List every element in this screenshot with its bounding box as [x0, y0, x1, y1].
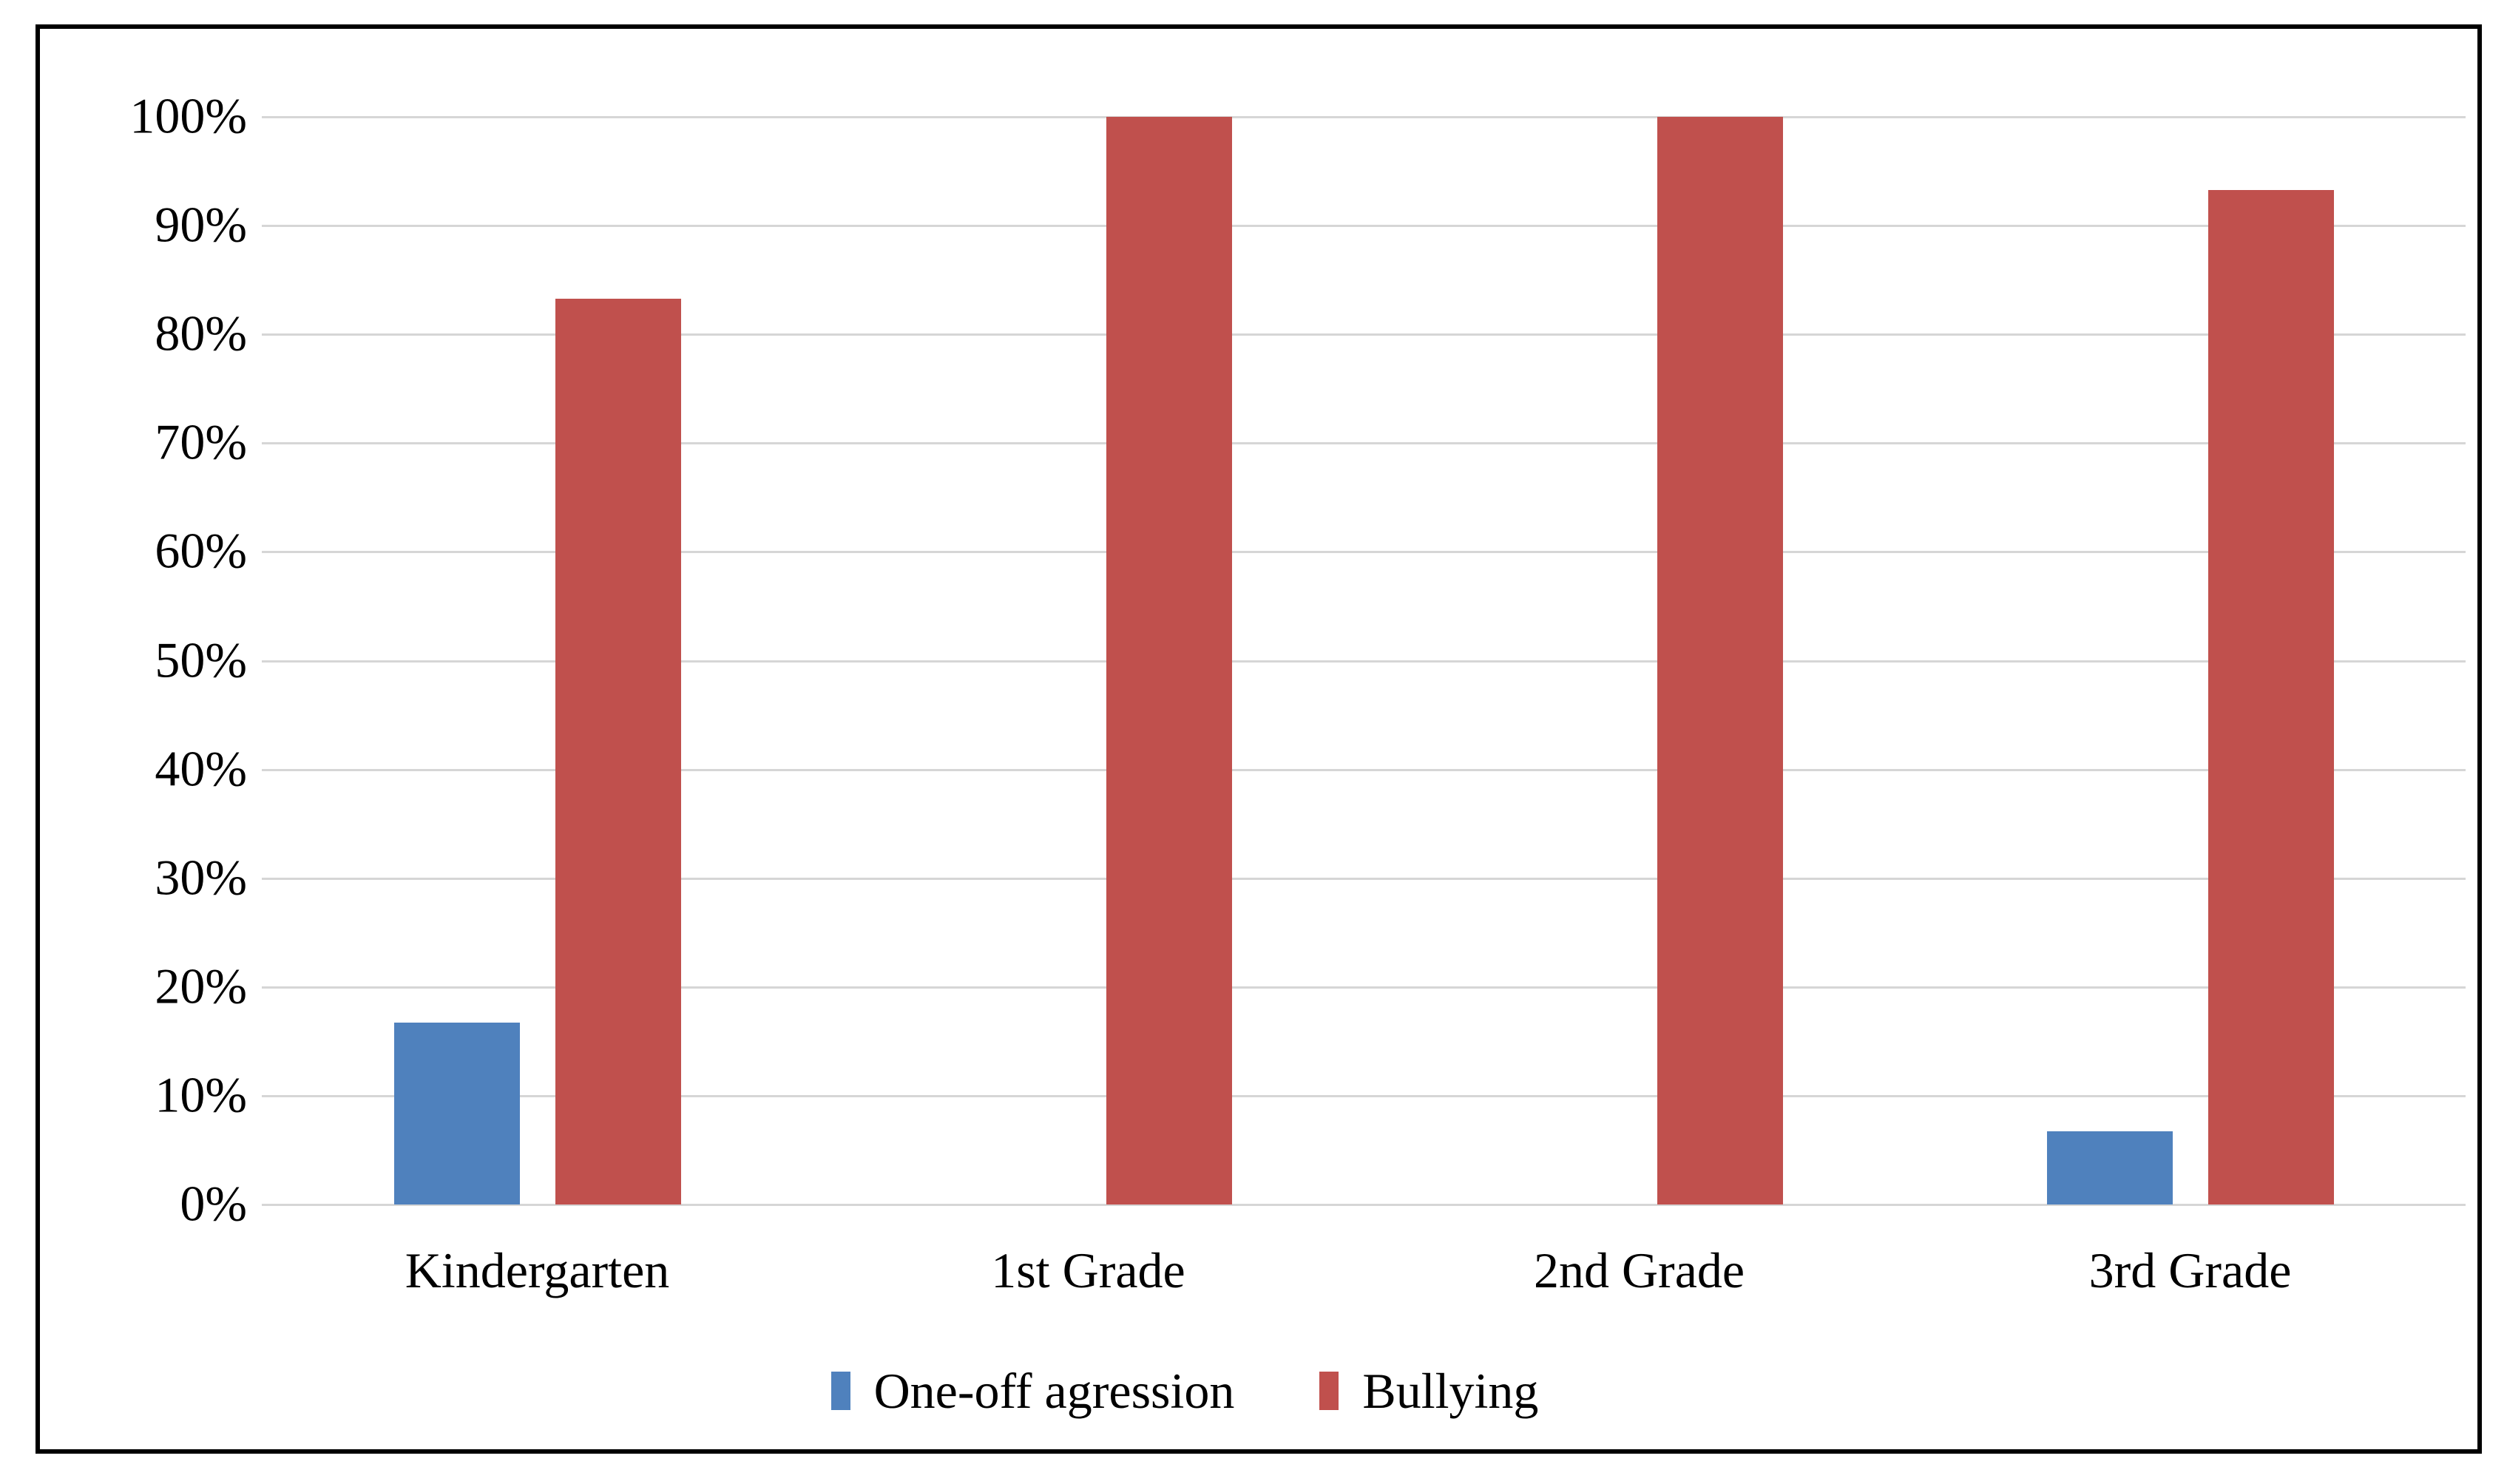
legend-entry-bullying: Bullying — [1319, 1366, 1538, 1416]
gridline — [262, 442, 2466, 445]
gridline — [262, 551, 2466, 554]
bar — [2046, 1131, 2173, 1205]
category-group — [1364, 117, 1915, 1205]
chart-frame: 100% 90% 80% 70% 60% 50% 40% 30% 20% 10% 0% Kinder… — [35, 24, 2482, 1454]
gridline — [262, 225, 2466, 228]
legend-entry-one-off-agression: One-off agression — [830, 1363, 1235, 1419]
legend-swatch-red-icon — [1319, 1372, 1339, 1410]
gridline — [262, 877, 2466, 880]
y-tick-label: 10% — [155, 1066, 247, 1123]
legend-label: One-off agression — [873, 1363, 1235, 1419]
x-axis-labels: Kindergarten 1st Grade 2nd Grade 3rd Grade — [262, 1243, 2466, 1298]
y-tick-label: 60% — [155, 523, 247, 580]
y-tick-label: 40% — [155, 740, 247, 797]
y-tick-label: 0% — [180, 1175, 247, 1232]
category-group — [813, 117, 1364, 1205]
x-axis-label: 3rd Grade — [2088, 1242, 2292, 1298]
x-axis-label: 1st Grade — [991, 1242, 1185, 1298]
x-axis-label: Kindergarten — [405, 1242, 670, 1298]
bar — [2207, 189, 2334, 1205]
gridline — [262, 333, 2466, 336]
bar-groups — [262, 117, 2466, 1205]
bar — [1657, 117, 1783, 1205]
gridline — [262, 768, 2466, 771]
gridline — [262, 986, 2466, 989]
legend-label: Bullying — [1362, 1363, 1539, 1419]
gridline — [262, 660, 2466, 663]
gridline — [262, 116, 2466, 118]
bar — [1106, 117, 1232, 1205]
y-tick-label: 90% — [155, 196, 247, 253]
gridline — [262, 1204, 2466, 1206]
legend-swatch-blue-icon — [830, 1372, 850, 1410]
x-axis-label: 2nd Grade — [1533, 1242, 1745, 1298]
gridline — [262, 1094, 2466, 1097]
y-axis: 100% 90% 80% 70% 60% 50% 40% 30% 20% 10% 0% — [92, 91, 247, 1229]
y-tick-label: 70% — [155, 413, 247, 470]
bar — [393, 1023, 520, 1205]
y-tick-label: 50% — [155, 631, 247, 688]
legend: One-off agression Bullying — [0, 1366, 2403, 1416]
bar — [555, 298, 681, 1205]
y-tick-label: 100% — [129, 87, 247, 144]
y-tick-label: 20% — [155, 958, 247, 1014]
category-group — [262, 117, 813, 1205]
category-group — [1915, 117, 2466, 1205]
plot-area — [262, 116, 2466, 1206]
y-tick-label: 80% — [155, 305, 247, 362]
y-tick-label: 30% — [155, 849, 247, 906]
